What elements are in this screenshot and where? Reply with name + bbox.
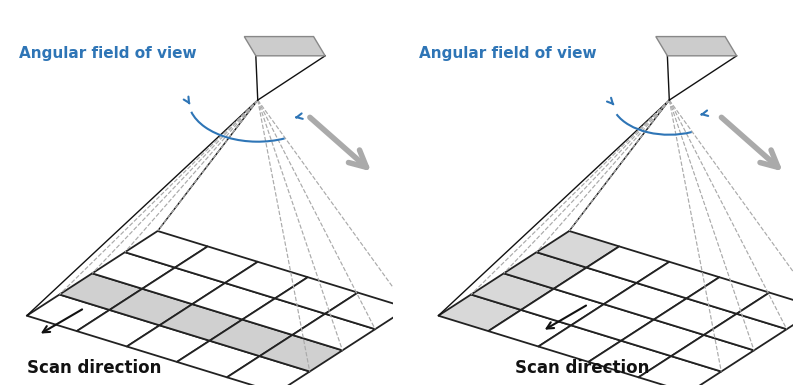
Text: Scan direction: Scan direction: [26, 360, 161, 377]
Polygon shape: [638, 356, 722, 385]
Polygon shape: [488, 310, 571, 346]
Polygon shape: [656, 37, 737, 56]
Polygon shape: [537, 231, 619, 268]
Polygon shape: [210, 320, 293, 356]
Text: Angular field of view: Angular field of view: [419, 46, 597, 61]
Polygon shape: [589, 341, 671, 377]
Polygon shape: [59, 273, 142, 310]
Polygon shape: [671, 335, 754, 372]
Polygon shape: [325, 293, 408, 329]
Polygon shape: [192, 283, 275, 320]
Polygon shape: [110, 289, 192, 325]
Polygon shape: [504, 252, 586, 289]
Polygon shape: [293, 314, 375, 350]
Text: Scan direction: Scan direction: [515, 360, 650, 377]
Polygon shape: [737, 293, 800, 329]
Polygon shape: [77, 310, 159, 346]
Polygon shape: [538, 325, 621, 362]
Polygon shape: [125, 231, 208, 268]
Polygon shape: [571, 304, 654, 341]
Polygon shape: [637, 262, 719, 298]
Polygon shape: [92, 252, 175, 289]
Polygon shape: [686, 277, 770, 314]
Polygon shape: [244, 37, 325, 56]
Polygon shape: [704, 314, 786, 350]
Polygon shape: [127, 325, 210, 362]
Polygon shape: [554, 268, 637, 304]
Polygon shape: [471, 273, 554, 310]
Polygon shape: [275, 277, 358, 314]
Polygon shape: [227, 356, 310, 385]
Polygon shape: [621, 320, 704, 356]
Polygon shape: [604, 283, 686, 320]
Polygon shape: [159, 304, 242, 341]
Polygon shape: [586, 246, 670, 283]
Polygon shape: [438, 295, 521, 331]
Polygon shape: [142, 268, 225, 304]
Polygon shape: [521, 289, 604, 325]
Polygon shape: [225, 262, 308, 298]
Polygon shape: [26, 295, 110, 331]
Text: Angular field of view: Angular field of view: [19, 46, 197, 61]
Polygon shape: [175, 246, 258, 283]
Polygon shape: [654, 298, 737, 335]
Polygon shape: [242, 298, 325, 335]
Polygon shape: [260, 335, 342, 372]
Polygon shape: [177, 341, 260, 377]
